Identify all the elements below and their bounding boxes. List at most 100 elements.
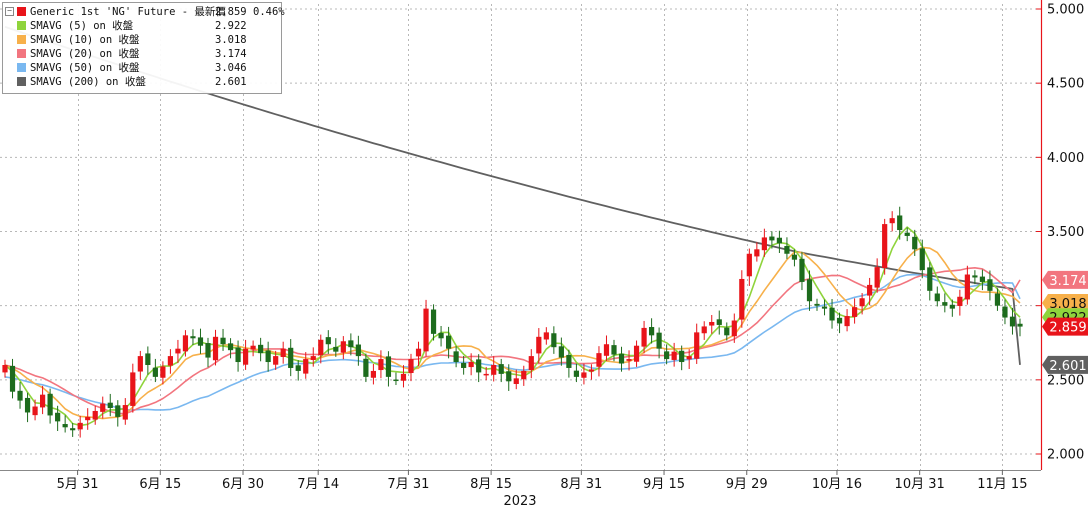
candle-body [551, 333, 557, 348]
candle-body [972, 275, 978, 278]
candle-body [17, 390, 23, 401]
candle-body [468, 362, 474, 368]
candle-body [633, 345, 640, 362]
candle-body [942, 302, 948, 306]
candle-body [648, 327, 655, 336]
legend-value: 3.046 [215, 62, 247, 74]
candle-body [994, 293, 1001, 306]
sma20-series-line [4, 266, 1021, 415]
candle-body [167, 356, 174, 366]
candle-body [55, 412, 61, 422]
last-value-tag [1042, 293, 1088, 312]
x-tick-label: 6月 15 [139, 477, 181, 492]
candle-body [964, 274, 970, 300]
candle-body [528, 356, 534, 371]
x-tick-label: 6月 30 [222, 477, 264, 492]
candle-body [588, 369, 595, 372]
candle-body [882, 224, 888, 268]
legend-swatch [17, 7, 26, 16]
candle-body [581, 372, 587, 378]
x-tick-label: 8月 31 [560, 477, 602, 492]
candle-body [378, 359, 384, 371]
sma10-line [4, 246, 1021, 420]
candle-body [310, 356, 316, 360]
candle-body [904, 232, 910, 236]
candle-body [934, 293, 940, 302]
candle-body [716, 319, 722, 325]
candle-body [874, 267, 880, 288]
sma5-series-line [4, 226, 1021, 427]
candle-body [385, 356, 392, 377]
candle-body [235, 347, 241, 363]
candle-body [1002, 306, 1008, 318]
candle-body [897, 215, 903, 231]
candle-body [70, 428, 76, 431]
x-tick-label: 9月 15 [643, 477, 685, 492]
candle-body [430, 309, 437, 334]
candle-body [566, 354, 572, 368]
candle-body [543, 332, 549, 340]
candle-body [573, 370, 580, 377]
candle-body [784, 246, 790, 254]
candle-body [280, 348, 286, 357]
legend-swatch [17, 35, 26, 44]
candle-body [182, 335, 189, 352]
x-tick-label: 9月 29 [726, 477, 768, 492]
legend-value: 3.018 [215, 34, 247, 46]
candle-body [393, 379, 399, 382]
last-value-label: 2.859 [1049, 321, 1086, 336]
candle-body [190, 336, 196, 339]
candle-body [791, 254, 798, 260]
candle-body [799, 258, 805, 282]
candle-body [987, 279, 993, 291]
candle-body [641, 327, 647, 347]
candle-body [62, 424, 68, 428]
legend-swatch [17, 77, 26, 86]
y-tick-label: 2.500 [1047, 373, 1084, 388]
candle-body [949, 304, 955, 309]
candle-body [513, 378, 519, 384]
candle-body [130, 372, 136, 406]
x-axis-year-label: 2023 [503, 494, 536, 507]
legend-swatch [17, 21, 26, 30]
candle-body [859, 298, 865, 307]
candle-body [32, 406, 38, 416]
candle-body [273, 356, 279, 365]
candle-body [325, 337, 331, 345]
legend-value: 2.601 [215, 76, 247, 88]
candle-body [618, 353, 625, 364]
legend-change: 0.46% [253, 6, 285, 18]
candle-body [461, 362, 467, 368]
candle-body [258, 344, 264, 354]
last-value-tag [1042, 355, 1088, 374]
candle-body [611, 345, 617, 355]
candle-body [205, 343, 211, 358]
collapse-legend-icon[interactable]: − [5, 7, 14, 16]
candle-body [731, 320, 737, 337]
candle-body [348, 340, 354, 348]
candle-body [844, 316, 850, 327]
candle-body [679, 350, 685, 363]
candle-body [423, 308, 429, 352]
candle-body [92, 410, 98, 420]
candle-body [656, 332, 662, 349]
candle-body [498, 364, 504, 374]
candle-body [408, 359, 414, 374]
legend-label: SMAVG (200) on 收盤 [30, 76, 146, 88]
candle-body [671, 351, 677, 360]
candle-body [363, 358, 369, 377]
candle-body [145, 353, 151, 365]
candle-body [333, 346, 339, 352]
candle-body [115, 405, 121, 417]
candle-body [288, 347, 294, 368]
legend-label: Generic 1st 'NG' Future - 最新價 [30, 6, 226, 18]
candle-body [85, 416, 91, 421]
candle-body [303, 359, 309, 374]
candle-body [536, 336, 542, 354]
x-tick-label: 7月 14 [297, 477, 339, 492]
candle-body [476, 359, 482, 373]
candle-body [9, 365, 16, 392]
legend-swatch [17, 63, 26, 72]
